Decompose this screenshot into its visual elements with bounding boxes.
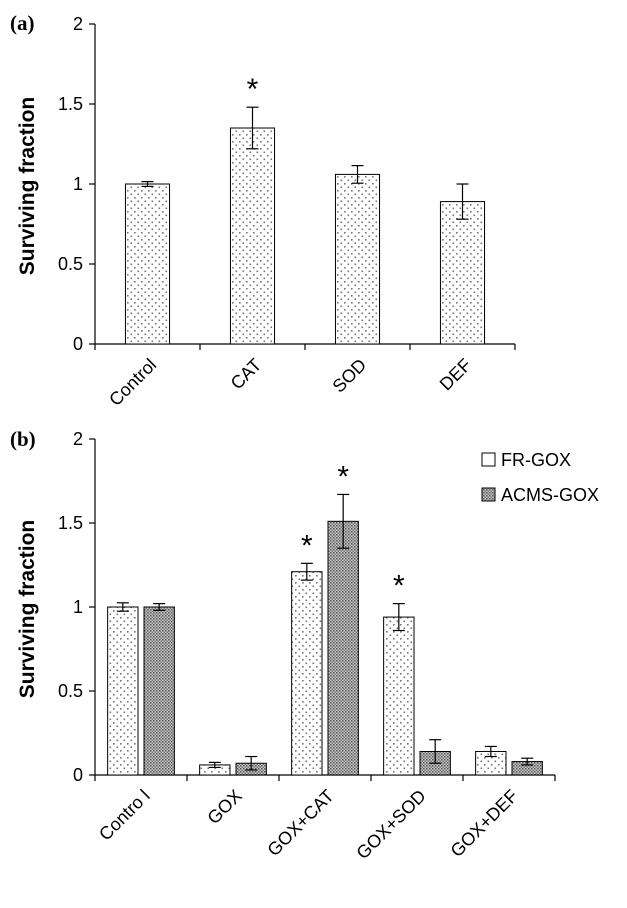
bar bbox=[334, 173, 381, 345]
x-tick-label: GOX+DEF bbox=[446, 786, 521, 861]
legend-label: ACMS-GOX bbox=[501, 485, 599, 505]
x-tick-label: GOX+CAT bbox=[263, 786, 337, 860]
legend-label: FR-GOX bbox=[501, 450, 571, 470]
y-tick-label: 2 bbox=[73, 429, 83, 449]
legend-swatch bbox=[481, 452, 496, 467]
x-tick-label: Contro l bbox=[95, 786, 154, 845]
panel-label: (a) bbox=[10, 11, 35, 35]
y-tick-label: 2 bbox=[73, 14, 83, 34]
significance-star: * bbox=[337, 460, 349, 493]
bar bbox=[107, 606, 139, 776]
y-tick-label: 1 bbox=[73, 597, 83, 617]
panel-b: (b) 0 0.5 1 1.5 2 Surviving fraction Contro l GO… bbox=[10, 427, 599, 863]
panel-label: (b) bbox=[10, 427, 36, 451]
bar bbox=[291, 571, 323, 776]
bar bbox=[383, 616, 415, 776]
x-tick-label: SOD bbox=[329, 355, 371, 397]
significance-star: * bbox=[301, 529, 313, 562]
y-tick-label: 0 bbox=[73, 334, 83, 354]
x-tick-label: GOX bbox=[203, 786, 245, 828]
y-tick-label: 1 bbox=[73, 174, 83, 194]
x-tick-label: CAT bbox=[227, 355, 266, 394]
x-tick-label: DEF bbox=[436, 355, 476, 395]
significance-star: * bbox=[393, 570, 405, 603]
bar bbox=[439, 201, 486, 345]
bar bbox=[327, 520, 359, 776]
y-tick-label: 1.5 bbox=[58, 513, 83, 533]
legend-swatch bbox=[481, 487, 496, 502]
significance-star: * bbox=[247, 73, 259, 106]
y-axis-label: Surviving fraction bbox=[16, 97, 39, 276]
y-tick-label: 0.5 bbox=[58, 681, 83, 701]
x-tick-label: GOX+SOD bbox=[352, 786, 429, 863]
y-tick-label: 0.5 bbox=[58, 254, 83, 274]
x-tick-label: Control bbox=[105, 355, 160, 410]
bar bbox=[143, 606, 175, 776]
panel-a: (a) 0 0.5 1 1.5 2 Surviving fraction Control CAT… bbox=[10, 11, 516, 410]
bar bbox=[124, 183, 171, 345]
bar bbox=[229, 127, 276, 345]
y-tick-label: 0 bbox=[73, 765, 83, 785]
y-tick-label: 1.5 bbox=[58, 94, 83, 114]
y-axis-label: Surviving fraction bbox=[16, 520, 39, 699]
